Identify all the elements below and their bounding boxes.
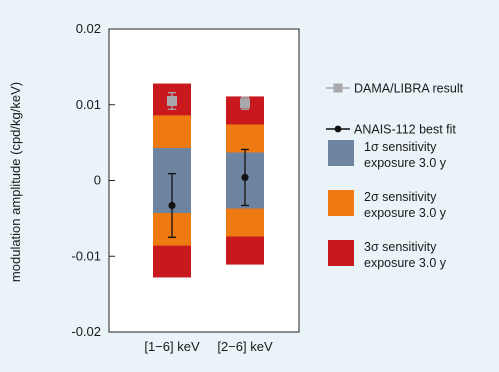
legend-band-swatch bbox=[328, 140, 354, 166]
y-ticks: 0.02 0.01 0 -0.01 -0.02 bbox=[71, 21, 115, 339]
y-tick-label: 0.01 bbox=[76, 97, 101, 112]
legend-band-sublabel: exposure 3.0 y bbox=[364, 256, 447, 270]
y-tick-label: -0.01 bbox=[71, 248, 101, 263]
legend: DAMA/LIBRA result ANAIS-112 best fit 1σ se… bbox=[326, 82, 464, 270]
legend-band-sublabel: exposure 3.0 y bbox=[364, 206, 447, 220]
y-tick-label: 0.02 bbox=[76, 21, 101, 36]
y-axis-label: modulation amplitude (cpd/kg/keV) bbox=[8, 82, 23, 282]
legend-square-marker bbox=[333, 83, 343, 93]
legend-band-swatch bbox=[328, 240, 354, 266]
legend-band-label: 3σ sensitivity bbox=[364, 240, 437, 254]
legend-series-label: ANAIS-112 best fit bbox=[354, 123, 456, 137]
plot-area bbox=[108, 28, 300, 333]
legend-band-swatch bbox=[328, 190, 354, 216]
dama-libra-point bbox=[167, 95, 177, 106]
x-category-label: [1−6] keV bbox=[144, 339, 200, 354]
y-tick-label: -0.02 bbox=[71, 324, 101, 339]
x-categories: [1−6] keV [2−6] keV bbox=[144, 339, 273, 354]
legend-series-label: DAMA/LIBRA result bbox=[354, 82, 464, 96]
dama-libra-point bbox=[240, 98, 250, 109]
anais-point bbox=[241, 173, 249, 182]
x-category-label: [2−6] keV bbox=[217, 339, 273, 354]
points-layer bbox=[167, 91, 250, 238]
y-tick-label: 0 bbox=[94, 173, 101, 188]
legend-band-sublabel: exposure 3.0 y bbox=[364, 156, 447, 170]
legend-circle-marker bbox=[334, 125, 342, 133]
legend-band-label: 2σ sensitivity bbox=[364, 190, 437, 204]
anais-point bbox=[168, 201, 176, 210]
legend-band-label: 1σ sensitivity bbox=[364, 140, 437, 154]
